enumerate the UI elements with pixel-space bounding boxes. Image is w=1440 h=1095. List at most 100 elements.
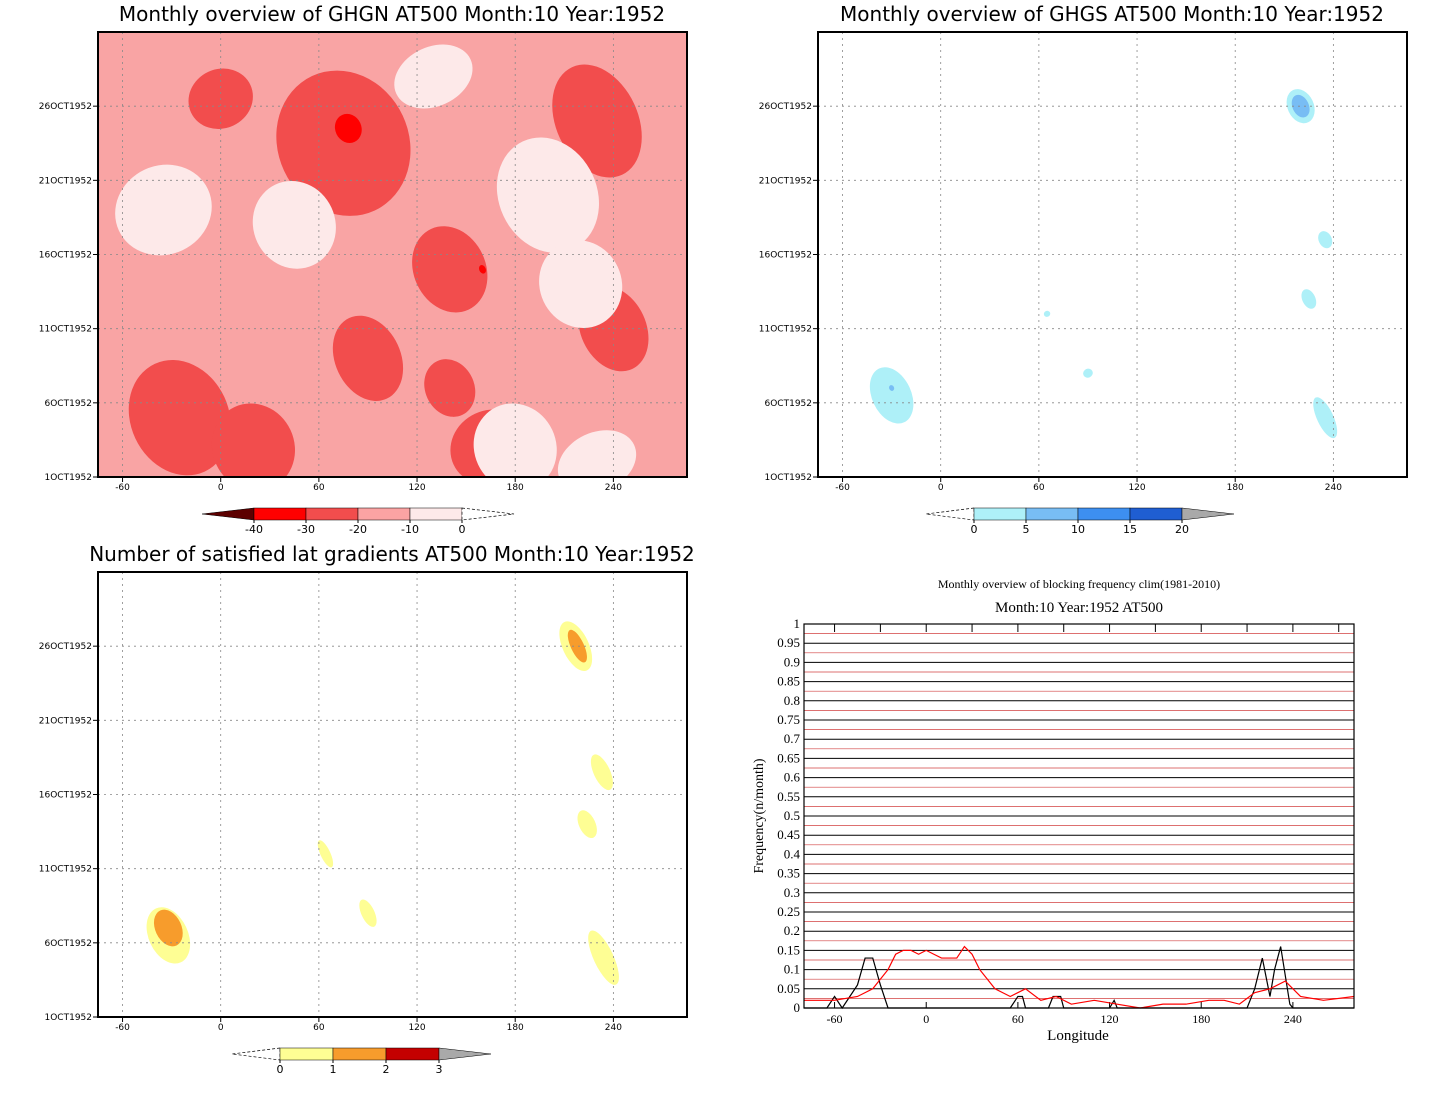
ghgn-colorbar-swatch <box>253 507 307 521</box>
frequency-ytick-label: 0.75 <box>777 712 800 727</box>
ghgn-xtick-label: 60 <box>313 483 325 493</box>
grad-contour-region <box>153 909 183 947</box>
ghgs-ytick-label: 11OCT1952 <box>759 325 812 335</box>
ghgn-colorbar-swatch <box>357 507 411 521</box>
ghgn-contour-region <box>276 70 411 216</box>
ghgn-ytick-label: 1OCT1952 <box>45 473 93 483</box>
gradients-colorbar-swatch <box>385 1047 440 1061</box>
ghgn-contour-region <box>252 180 336 269</box>
ghgn-contour-region <box>552 64 642 178</box>
ghgn-contour-region <box>115 164 212 256</box>
ghgs-xtick-label: 120 <box>1128 483 1145 493</box>
ghgs-colorbar-swatch <box>1025 507 1079 521</box>
ghgn-colorbar-extend-high <box>461 507 515 521</box>
grad-ytick-label: 1OCT1952 <box>45 1013 93 1023</box>
ghgn-ytick-label: 26OCT1952 <box>39 102 92 112</box>
ghgn-contour-region <box>478 265 486 274</box>
frequency-ytick-label: 0.35 <box>777 866 800 881</box>
ghgn-contour-region <box>557 430 637 477</box>
ghgn-chart: Monthly overview of GHGN AT500 Month:10 … <box>39 2 688 536</box>
ghgn-xtick-label: 0 <box>218 483 224 493</box>
frequency-ytick-label: 0.7 <box>784 731 801 746</box>
ghgn-contour-region <box>211 403 295 477</box>
gradients-colorbar-label: 2 <box>383 1063 390 1076</box>
ghgn-contour-region <box>424 359 476 417</box>
ghgs-ytick-label: 21OCT1952 <box>759 176 812 186</box>
frequency-ytick-label: 0.3 <box>784 885 800 900</box>
ghgn-ytick-label: 11OCT1952 <box>39 325 92 335</box>
frequency-ytick-label: 0.65 <box>777 750 800 765</box>
frequency-xlabel: Longitude <box>1047 1028 1109 1044</box>
ghgn-contours <box>115 44 649 477</box>
ghgs-colorbar-swatch <box>1129 507 1183 521</box>
ghgn-contour-region <box>412 226 488 313</box>
frequency-ytick-label: 0.05 <box>777 981 800 996</box>
ghgn-colorbar-label: -40 <box>245 523 263 536</box>
ghgn-contour-region <box>332 315 404 401</box>
ghgs-colorbar-label: 5 <box>1023 523 1030 536</box>
ghgn-colorbar-swatch <box>409 507 463 521</box>
ghgs-xtick-label: 240 <box>1325 483 1342 493</box>
ghgn-contour-region <box>539 240 623 329</box>
ghgs-contour-region <box>869 367 914 424</box>
ghgs-xtick-label: -60 <box>835 483 850 493</box>
gradients-colorbar-label: 3 <box>436 1063 443 1076</box>
ghgs-contours <box>869 89 1338 439</box>
frequency-ytick-label: 0.1 <box>784 962 800 977</box>
gradients-colorbar-swatch <box>332 1047 387 1061</box>
frequency-ytick-label: 0.8 <box>784 693 800 708</box>
ghgs-contour-region <box>1313 397 1338 439</box>
ghgn-contour-region <box>394 44 473 109</box>
ghgn-colorbar-label: -10 <box>401 523 419 536</box>
frequency-title: Monthly overview of blocking frequency c… <box>938 577 1220 591</box>
ghgs-colorbar-label: 15 <box>1123 523 1137 536</box>
grad-contour-region <box>567 629 587 663</box>
ghgn-contour-region <box>128 360 231 476</box>
ghgs-title: Monthly overview of GHGS AT500 Month:10 … <box>840 2 1384 26</box>
frequency-chart: Monthly overview of blocking frequency c… <box>752 577 1355 1044</box>
ghgn-xtick-label: -60 <box>115 483 130 493</box>
frequency-ytick-label: 0.9 <box>784 654 800 669</box>
grad-xtick-label: 60 <box>313 1023 325 1033</box>
ghgs-ytick-label: 6OCT1952 <box>765 399 813 409</box>
gradients-chart: Number of satisfied lat gradients AT500 … <box>39 542 695 1076</box>
gradients-title: Number of satisfied lat gradients AT500 … <box>89 542 695 566</box>
frequency-ytick-label: 0 <box>794 1000 801 1015</box>
ghgn-ytick-label: 16OCT1952 <box>39 251 92 261</box>
ghgn-colorbar-label: 0 <box>459 523 466 536</box>
ghgs-contour-region <box>1291 94 1310 118</box>
ghgn-colorbar-label: -20 <box>349 523 367 536</box>
frequency-xtick-label: 180 <box>1192 1012 1210 1026</box>
frequency-xtick-label: -60 <box>827 1012 843 1026</box>
frequency-ylabel: Frequency(n/month) <box>752 758 767 873</box>
ghgs-contour-region <box>1083 368 1093 378</box>
ghgs-contour-region <box>889 385 895 391</box>
grad-ytick-label: 6OCT1952 <box>45 939 93 949</box>
frequency-ytick-label: 0.25 <box>777 904 800 919</box>
ghgs-colorbar-extend-high <box>1181 507 1235 521</box>
grad-ytick-label: 16OCT1952 <box>39 791 92 801</box>
ghgs-colorbar-label: 0 <box>971 523 978 536</box>
grad-contours <box>146 621 619 985</box>
ghgn-ytick-label: 6OCT1952 <box>45 399 93 409</box>
frequency-frame <box>803 623 1355 1009</box>
grad-xtick-label: 0 <box>218 1023 224 1033</box>
frequency-ytick-label: 0.55 <box>777 789 800 804</box>
ghgs-contour-region <box>1301 289 1317 309</box>
frequency-ytick-label: 0.5 <box>784 808 800 823</box>
ghgs-chart: Monthly overview of GHGS AT500 Month:10 … <box>759 2 1408 536</box>
frequency-ytick-label: 0.4 <box>784 846 801 861</box>
frequency-series-line-1 <box>804 945 1355 1009</box>
grad-xtick-label: 120 <box>408 1023 425 1033</box>
frequency-ytick-label: 1 <box>794 616 801 631</box>
frequency-ytick-label: 0.2 <box>784 923 800 938</box>
ghgn-colorbar-swatch <box>305 507 359 521</box>
grad-contour-region <box>588 930 619 985</box>
gradients-colorbar-extend-high <box>438 1047 492 1061</box>
gradients-panel: Number of satisfied lat gradients AT500 … <box>0 540 720 1091</box>
ghgs-ytick-label: 1OCT1952 <box>765 473 813 483</box>
gradients-colorbar-extend-low <box>231 1047 281 1061</box>
frequency-ytick-label: 0.45 <box>777 827 800 842</box>
ghgn-title: Monthly overview of GHGN AT500 Month:10 … <box>119 2 665 26</box>
ghgn-colorbar-extend-low <box>201 507 255 521</box>
